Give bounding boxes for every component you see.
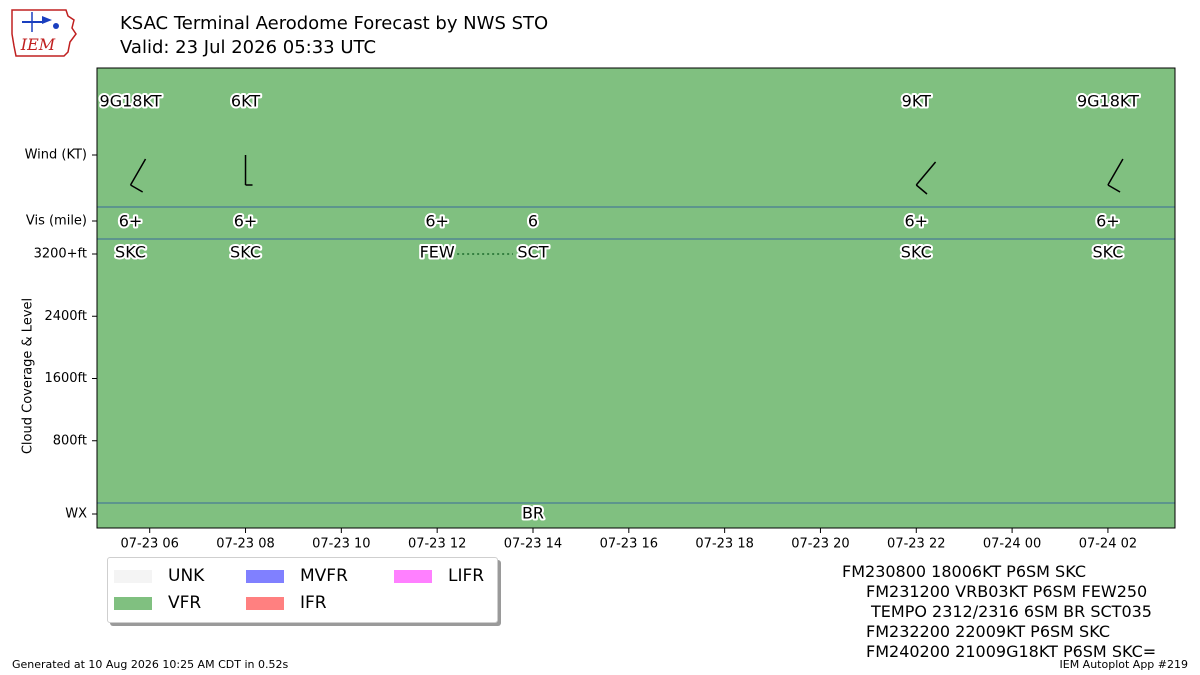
vis-label: 6+ [234, 212, 258, 231]
legend-item-vfr: VFR [114, 593, 201, 613]
wind-label: 9G18KT [100, 92, 162, 111]
taf-line: FM230800 18006KT P6SM SKC [842, 562, 1086, 581]
wind-barb [1107, 158, 1124, 193]
legend-item-mvfr: MVFR [246, 566, 348, 586]
cloud-level-tick-label: 2400ft [44, 309, 87, 324]
cloud-label: SKC [901, 243, 932, 262]
cloud-label: FEW [420, 243, 455, 262]
vis-label: 6+ [1096, 212, 1120, 231]
x-tick-label: 07-23 20 [791, 537, 849, 552]
cloud-level-tick-label: 3200+ft [34, 247, 87, 262]
wx-label: BR [522, 504, 544, 523]
legend-swatch-ifr [246, 596, 284, 610]
vis-label: 6+ [425, 212, 449, 231]
vis-label: 6+ [119, 212, 143, 231]
wind-barb [129, 158, 147, 193]
iem-logo: IEM [11, 9, 77, 57]
y-axis-label: Cloud Coverage & Level [21, 298, 36, 454]
app-footer: IEM Autoplot App #219 [1059, 658, 1189, 671]
cloud-label: SKC [1092, 243, 1123, 262]
taf-line: TEMPO 2312/2316 6SM BR SCT035 [871, 602, 1152, 621]
legend-swatch-mvfr [246, 569, 284, 583]
x-tick-label: 07-23 06 [120, 537, 178, 552]
taf-line: FM231200 VRB03KT P6SM FEW250 [866, 582, 1148, 601]
generated-footer: Generated at 10 Aug 2026 10:25 AM CDT in… [12, 658, 289, 671]
x-tick-label: 07-23 18 [695, 537, 753, 552]
x-tick-label: 07-23 14 [504, 537, 562, 552]
legend-swatch-unk [114, 569, 152, 583]
wind-label: 9KT [902, 92, 931, 111]
taf-line: FM232200 22009KT P6SM SKC [866, 622, 1110, 641]
legend-item-unk: UNK [114, 566, 204, 586]
vis-label: 6+ [904, 212, 928, 231]
wind-barb [915, 161, 937, 195]
cloud-label: SKC [115, 243, 146, 262]
vis-row-label: Vis (mile) [26, 214, 87, 229]
taf-line: FM240200 21009G18KT P6SM SKC= [866, 642, 1157, 661]
legend-item-lifr: LIFR [394, 566, 484, 586]
wind-barb [244, 155, 253, 186]
x-tick-label: 07-23 12 [408, 537, 466, 552]
plot-background [97, 68, 1175, 528]
wind-label: 9G18KT [1077, 92, 1139, 111]
x-tick-label: 07-24 02 [1079, 537, 1137, 552]
legend-item-ifr: IFR [246, 593, 327, 613]
legend-swatch-vfr [114, 596, 152, 610]
wx-row-label: WX [65, 507, 87, 522]
cloud-level-tick-label: 800ft [53, 433, 87, 448]
x-tick-label: 07-23 10 [312, 537, 370, 552]
wind-row-label: Wind (KT) [25, 148, 87, 163]
vis-label: 6 [528, 212, 538, 231]
wind-label: 6KT [231, 92, 260, 111]
legend-swatch-lifr [394, 569, 432, 583]
x-tick-label: 07-23 16 [600, 537, 658, 552]
legend: UNK VFR MVFR IFR LIFR [107, 557, 498, 623]
plot-frame [96, 67, 1176, 529]
x-tick-label: 07-23 22 [887, 537, 945, 552]
x-tick-label: 07-24 00 [983, 537, 1041, 552]
cloud-level-tick-label: 1600ft [44, 371, 87, 386]
cloud-label: SCT [517, 243, 548, 262]
chart-title: KSAC Terminal Aerodome Forecast by NWS S… [120, 13, 549, 34]
taf-chart: Wind (KT) Vis (mile) WX Cloud Coverage & Le… [21, 67, 1176, 552]
chart-subtitle: Valid: 23 Jul 2026 05:33 UTC [120, 37, 377, 58]
svg-text:IEM: IEM [20, 35, 56, 54]
cloud-label: SKC [230, 243, 261, 262]
x-tick-label: 07-23 08 [216, 537, 274, 552]
